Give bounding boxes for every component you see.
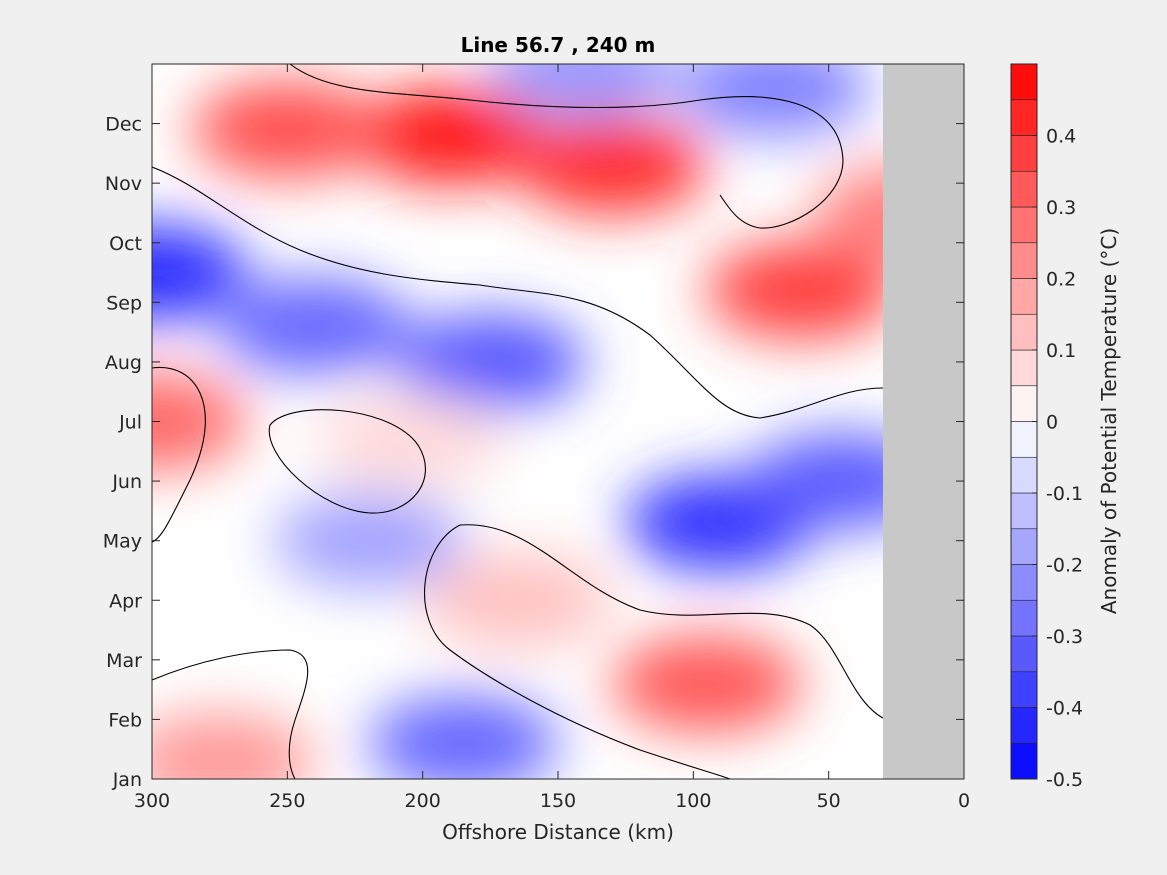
colorbar-segment [1010,278,1038,315]
colorbar-segment [1010,63,1038,101]
y-tick-label: Nov [105,173,142,195]
colorbar-tick-label: 0.2 [1046,269,1076,291]
zero-contour-line [152,366,206,543]
y-tick-label: Apr [109,590,142,612]
colorbar-label: Anomaly of Potential Temperature (°C) [1097,228,1121,614]
zero-contours [152,64,884,779]
y-tick-label: Dec [105,114,142,136]
colorbar-segment [1010,707,1038,744]
colorbar-segment [1010,564,1038,601]
colorbar-tick-label: -0.4 [1046,698,1083,720]
anomaly-feature [611,635,802,732]
x-tick-label: 150 [540,790,576,812]
colorbar-tick-label: -0.2 [1046,555,1083,577]
anomaly-feature [219,278,410,375]
y-tick-label: Feb [108,709,142,731]
colorbar-segment [1010,421,1038,458]
x-tick-label: 250 [269,790,305,812]
colorbar-segment [1010,99,1038,136]
colorbar-segment [1010,242,1038,279]
colorbar-segment [1010,206,1038,244]
anomaly-feature [679,64,870,136]
colorbar-segment [1010,170,1038,208]
y-tick-label: Oct [109,233,142,255]
anomaly-feature [517,117,708,214]
colorbar-segment [1010,492,1038,530]
anomaly-feature [152,373,247,470]
anomaly-feature [152,713,315,779]
anomaly-feature [706,242,897,339]
colorbar-tick-label: 0.3 [1046,197,1076,219]
y-tick-label: Jul [118,412,142,434]
colorbar-segment [1010,742,1038,780]
no-data-region [883,64,964,779]
zero-contour-line [268,409,426,514]
x-tick-label: 100 [675,790,711,812]
colorbar: -0.5 -0.4 -0.3 -0.2 -0.1 0 0.1 0.2 0.3 0.4 Anomal… [1010,63,1121,791]
colorbar-tick-label: -0.3 [1046,626,1083,648]
colorbar-tick-label: 0.1 [1046,340,1076,362]
colorbar-segment [1010,528,1038,565]
zero-contour-line [423,524,731,779]
x-tick-label: 300 [134,790,170,812]
anomaly-feature [422,552,613,649]
anomaly-field [152,64,964,779]
colorbar-tick-label: 0.4 [1046,126,1076,148]
x-axis-label: Offshore Distance (km) [442,820,674,844]
anomaly-feature [273,492,464,589]
colorbar-segment [1010,385,1038,422]
colorbar-tick-label: 0 [1046,412,1058,434]
chart-title: Line 56.7 , 240 m [461,33,656,57]
zero-contour-line [459,524,884,719]
y-axis: Jan Feb Mar Apr May Jun Jul Aug Sep Oct Nov Dec [103,114,964,791]
y-tick-label: May [103,531,142,553]
anomaly-feature [354,87,545,184]
anomaly-feature [395,313,586,410]
anomaly-feature [152,224,247,321]
x-tick-label: 50 [817,790,841,812]
y-tick-label: Aug [105,352,142,374]
colorbar-segment [1010,671,1038,708]
colorbar-tick-label: -0.5 [1046,769,1083,791]
y-tick-label: Sep [106,292,142,314]
zero-contour-line [152,166,884,419]
colorbar-segment [1010,635,1038,673]
anomaly-feature [192,81,383,178]
plot-area: 300 250 200 150 100 50 0 Jan Feb Mar Apr May Jun Jul… [103,63,970,812]
colorbar-segment [1010,599,1038,637]
y-tick-label: Mar [106,650,142,672]
x-axis: 300 250 200 150 100 50 0 [134,64,970,812]
x-tick-label: 200 [405,790,441,812]
colorbar-segment [1010,135,1038,172]
colorbar-segment [1010,349,1038,387]
anomaly-feature [314,391,505,488]
zero-contour-line [152,649,309,779]
y-tick-label: Jun [111,471,142,493]
colorbar-segment [1010,456,1038,494]
y-tick-label: Jan [112,769,142,791]
anomaly-feature [368,695,559,779]
colorbar-segment [1010,313,1038,351]
zero-contour-line [289,64,844,229]
anomaly-feature [490,64,681,118]
colorbar-tick-label: -0.1 [1046,483,1083,505]
x-tick-label: 0 [958,790,970,812]
